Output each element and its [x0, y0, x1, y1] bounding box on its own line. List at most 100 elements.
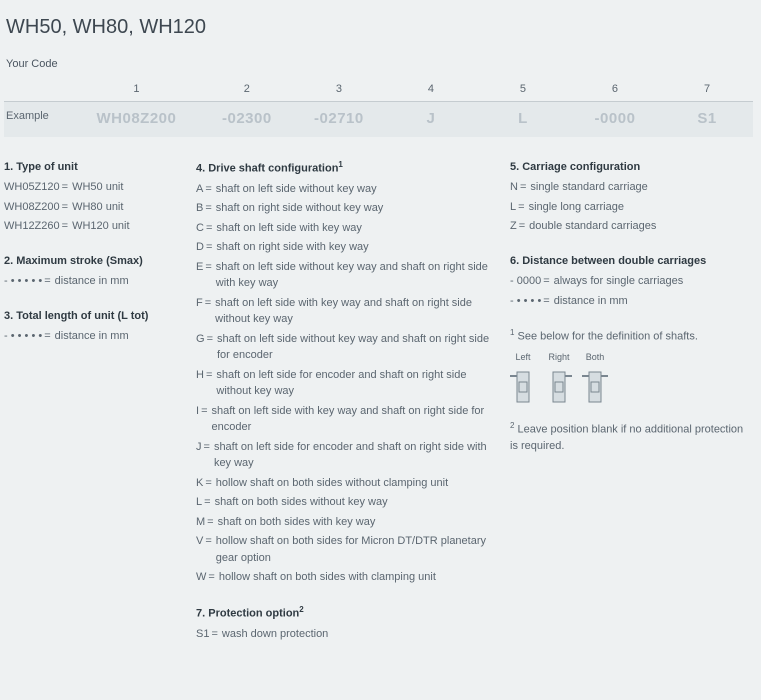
section-5: 5. Carriage configuration N=single stand… [510, 159, 753, 235]
definition-key: V [196, 533, 203, 566]
example-cell: J [385, 108, 477, 131]
shaft-diagram-both: Both [582, 351, 608, 406]
equals: = [203, 259, 215, 292]
definition-key: H [196, 367, 204, 400]
example-cell: -02300 [201, 108, 293, 131]
equals: = [517, 218, 529, 235]
definition-value: shaft on right side with key way [216, 239, 496, 256]
definition-row: G=shaft on left side without key way and… [196, 331, 496, 364]
definition-key: N [510, 179, 518, 196]
column-1: 1. Type of unit WH05Z120=WH50 unit WH08Z2… [4, 157, 182, 661]
section-2: 2. Maximum stroke (Smax) - • • • • •=dis… [4, 253, 182, 290]
equals: = [42, 273, 54, 290]
shaft-right-icon [546, 368, 572, 406]
definition-value: double standard carriages [529, 218, 753, 235]
equals: = [203, 295, 215, 328]
definition-row: B=shaft on right side without key way [196, 200, 496, 217]
equals: = [60, 218, 72, 235]
equals: = [203, 200, 215, 217]
example-label: Example [4, 108, 72, 131]
definition-value: shaft on left side for encoder and shaft… [214, 439, 496, 472]
definition-row: - 0000=always for single carriages [510, 273, 753, 290]
example-cell: -02710 [293, 108, 385, 131]
col-hdr: 5 [477, 81, 569, 98]
definition-value: distance in mm [55, 273, 182, 290]
definition-value: single long carriage [529, 199, 753, 216]
equals: = [205, 514, 217, 531]
equals: = [518, 179, 530, 196]
definition-value: shaft on both sides without key way [215, 494, 496, 511]
page-title: WH50, WH80, WH120 [6, 12, 753, 42]
shaft-diagrams: Left Right Both [510, 351, 753, 406]
equals: = [202, 494, 214, 511]
definition-row: C=shaft on left side with key way [196, 220, 496, 237]
equals: = [42, 328, 54, 345]
definition-row: E=shaft on left side without key way and… [196, 259, 496, 292]
definition-value: distance in mm [554, 293, 753, 310]
definition-row: H=shaft on left side for encoder and sha… [196, 367, 496, 400]
equals: = [60, 179, 72, 196]
definition-value: hollow shaft on both sides with clamping… [219, 569, 496, 586]
column-3: 5. Carriage configuration N=single stand… [510, 157, 753, 661]
definition-value: shaft on both sides with key way [218, 514, 496, 531]
shaft-left-icon [510, 368, 536, 406]
col-hdr: 1 [72, 81, 201, 98]
section-title: 4. Drive shaft configuration1 [196, 159, 496, 177]
definition-row: J=shaft on left side for encoder and sha… [196, 439, 496, 472]
col-hdr: 2 [201, 81, 293, 98]
equals: = [204, 239, 216, 256]
equals: = [203, 181, 215, 198]
equals: = [202, 439, 214, 472]
section-title: 6. Distance between double carriages [510, 253, 753, 270]
section-title: 5. Carriage configuration [510, 159, 753, 176]
definition-key: S1 [196, 626, 209, 643]
equals: = [60, 199, 72, 216]
your-code-label: Your Code [6, 56, 753, 73]
section-7: 7. Protection option2 S1=wash down prote… [196, 604, 496, 643]
definition-value: single standard carriage [530, 179, 753, 196]
definition-row: L=shaft on both sides without key way [196, 494, 496, 511]
example-cell: L [477, 108, 569, 131]
col-hdr: 4 [385, 81, 477, 98]
definition-key: G [196, 331, 205, 364]
section-title: 2. Maximum stroke (Smax) [4, 253, 182, 270]
col-hdr: 7 [661, 81, 753, 98]
definition-row: W=hollow shaft on both sides with clampi… [196, 569, 496, 586]
example-cell: S1 [661, 108, 753, 131]
definition-row: - • • • •=distance in mm [510, 293, 753, 310]
equals: = [206, 569, 218, 586]
shaft-both-icon [582, 368, 608, 406]
equals: = [203, 533, 215, 566]
definition-row: A=shaft on left side without key way [196, 181, 496, 198]
example-cell: WH08Z200 [72, 108, 201, 131]
section-title: 1. Type of unit [4, 159, 182, 176]
shaft-diagram-left: Left [510, 351, 536, 406]
definition-value: shaft on right side without key way [216, 200, 496, 217]
col-hdr: 6 [569, 81, 661, 98]
example-cell: -0000 [569, 108, 661, 131]
definition-value: shaft on left side for encoder and shaft… [216, 367, 496, 400]
col-hdr: 3 [293, 81, 385, 98]
definition-key: W [196, 569, 206, 586]
section-3: 3. Total length of unit (L tot) - • • • … [4, 308, 182, 345]
code-table-example-row: Example WH08Z200 -02300 -02710 J L -0000… [4, 102, 753, 137]
section-4: 4. Drive shaft configuration1 A=shaft on… [196, 159, 496, 586]
definition-row: - • • • • •=distance in mm [4, 328, 182, 345]
definition-key: - • • • • [510, 293, 541, 310]
definition-value: WH120 unit [72, 218, 182, 235]
definition-row: M=shaft on both sides with key way [196, 514, 496, 531]
definition-row: WH08Z200=WH80 unit [4, 199, 182, 216]
definition-value: shaft on left side with key way [216, 220, 496, 237]
definition-value: always for single carriages [554, 273, 753, 290]
definition-key: Z [510, 218, 517, 235]
definition-value: shaft on left side without key way and s… [216, 259, 496, 292]
section-title: 3. Total length of unit (L tot) [4, 308, 182, 325]
column-2: 4. Drive shaft configuration1 A=shaft on… [196, 157, 496, 661]
definition-row: I=shaft on left side with key way and sh… [196, 403, 496, 436]
definition-row: WH05Z120=WH50 unit [4, 179, 182, 196]
definition-value: hollow shaft on both sides without clamp… [216, 475, 496, 492]
definition-key: - • • • • • [4, 328, 42, 345]
definition-value: WH50 unit [72, 179, 182, 196]
definition-value: distance in mm [55, 328, 182, 345]
footnote-2: 2 Leave position blank if no additional … [510, 420, 753, 455]
